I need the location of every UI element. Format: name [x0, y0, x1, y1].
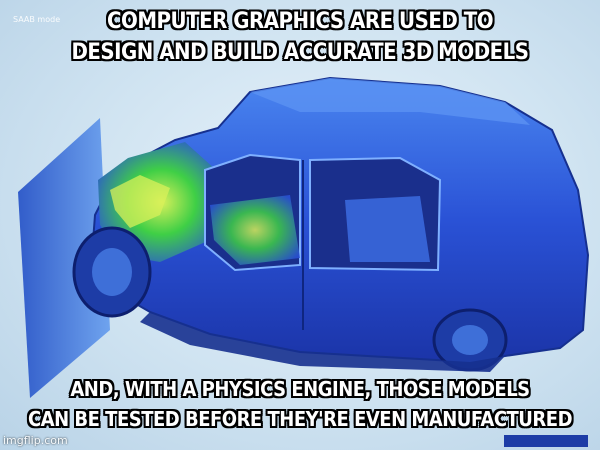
crash-barrier: [18, 118, 110, 398]
brand-label: SAAB mode: [13, 15, 61, 24]
underbody: [140, 312, 505, 372]
imgflip-watermark: imgflip.com: [3, 434, 68, 447]
simulation-hud-panel: [504, 435, 588, 447]
bottom-caption-line-1: AND, WITH A PHYSICS ENGINE, THOSE MODELS: [70, 377, 530, 401]
top-caption: COMPUTER GRAPHICS ARE USED TO DESIGN AND…: [8, 6, 592, 68]
top-caption-line-1: COMPUTER GRAPHICS ARE USED TO: [106, 9, 494, 34]
car-roof: [250, 78, 530, 125]
crumple-detail: [110, 175, 170, 228]
rear-wheel: [432, 308, 508, 372]
rear-seat: [345, 196, 430, 262]
bottom-caption-line-2: CAN BE TESTED BEFORE THEY'RE EVEN MANUFA…: [27, 407, 573, 431]
front-wheel: [72, 226, 152, 318]
interior-stress: [210, 195, 300, 265]
top-caption-line-2: DESIGN AND BUILD ACCURATE 3D MODELS: [71, 40, 529, 65]
bottom-caption: AND, WITH A PHYSICS ENGINE, THOSE MODELS…: [8, 374, 592, 434]
